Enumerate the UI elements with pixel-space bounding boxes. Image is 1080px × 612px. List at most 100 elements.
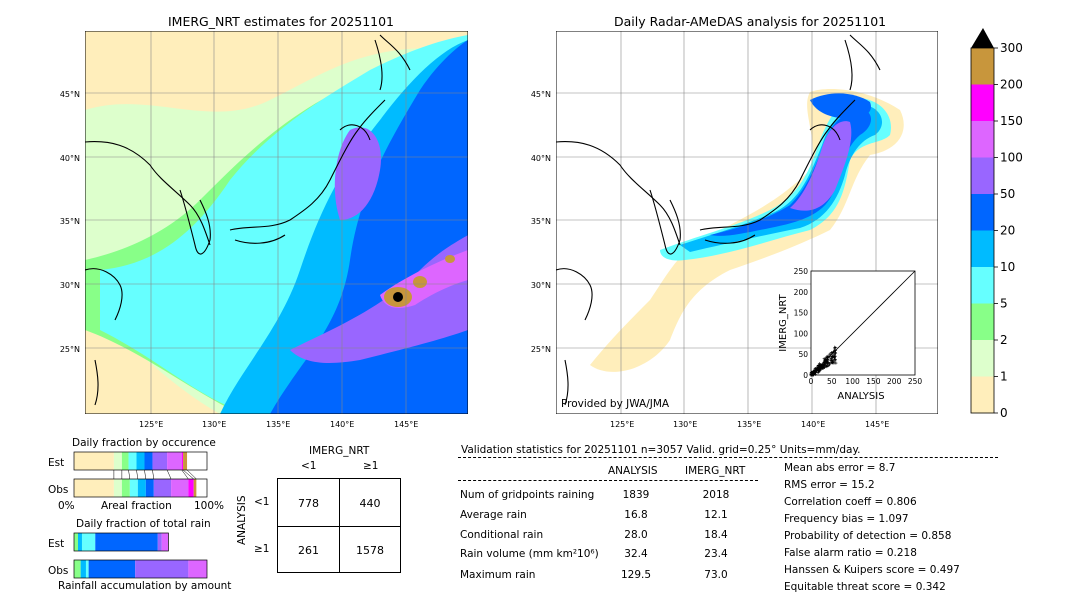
occurrence-segment — [74, 479, 114, 497]
scatter-x-tick: 100 — [845, 377, 860, 386]
right-lat-label: 40°N — [531, 154, 551, 163]
total-rain-title: Daily fraction of total rain — [76, 518, 211, 530]
score-line: Mean abs error = 8.7 — [784, 462, 896, 474]
colorbar-band — [971, 194, 994, 231]
scatter-point — [834, 351, 838, 355]
total-rain-footer: Rainfall accumulation by amount — [58, 580, 232, 592]
left-lon-label: 130°E — [202, 420, 227, 429]
colorbar-tick-label: 0 — [1000, 406, 1008, 420]
precip-core-3 — [445, 255, 455, 263]
right-lon-label: 130°E — [673, 420, 698, 429]
occurrence-segment — [152, 452, 168, 470]
colorbar-tick-label: 150 — [1000, 114, 1023, 128]
left-map: 45°N 40°N 35°N 30°N 25°N — [60, 31, 468, 414]
scatter-point — [822, 363, 826, 367]
scatter-point — [831, 359, 835, 363]
occurrence-segment — [183, 452, 188, 470]
score-line: Hanssen & Kuipers score = 0.497 — [784, 564, 960, 576]
total-rain-bar-frame — [73, 559, 208, 579]
colorbar-band — [971, 157, 994, 195]
radar-area-4 — [790, 121, 852, 211]
total-rain-segment — [88, 560, 136, 578]
validation-row-label: Average rain — [460, 509, 527, 521]
scatter-x-tick: 250 — [908, 377, 923, 386]
precip-area-6 — [290, 235, 468, 363]
total-rain-segment — [135, 560, 189, 578]
occurrence-connector — [181, 469, 189, 480]
scatter-point — [825, 364, 829, 368]
occurrence-segment — [193, 479, 197, 497]
total-rain-chart: Est Obs — [48, 532, 208, 579]
right-lat-label: 25°N — [531, 345, 551, 354]
left-lat-label: 30°N — [60, 281, 80, 290]
scatter-x-tick: 0 — [809, 377, 814, 386]
total-rain-segment — [85, 560, 89, 578]
scatter-point — [829, 356, 833, 360]
occurrence-chart: Est Obs — [48, 451, 208, 498]
occurrence-segment — [144, 452, 153, 470]
colorbar-tick-label: 2 — [1000, 333, 1008, 347]
scatter-y-tick: 200 — [794, 288, 809, 297]
provider-credit: Provided by JWA/JMA — [561, 398, 670, 410]
occurrence-bar-frame — [73, 478, 208, 498]
left-lon-label: 145°E — [394, 420, 419, 429]
validation-header: Validation statistics for 20251101 n=305… — [461, 444, 861, 456]
left-map-title: IMERG_NRT estimates for 20251101 — [168, 14, 395, 29]
colorbar-band — [971, 267, 994, 304]
scatter-points — [809, 345, 838, 377]
colorbar-tick-label: 1 — [1000, 370, 1008, 384]
coastlines — [556, 34, 881, 406]
left-lon-label: 125°E — [139, 420, 164, 429]
precip-core-2 — [413, 276, 427, 288]
occurrence-segment — [181, 452, 184, 470]
scatter-point — [829, 361, 833, 365]
total-rain-segment — [95, 533, 158, 551]
right-lon-label: 140°E — [801, 420, 826, 429]
validation-analysis-value: 32.4 — [624, 548, 648, 560]
scatter-point — [814, 371, 818, 375]
scatter-x-tick: 200 — [887, 377, 902, 386]
occurrence-segment — [145, 479, 154, 497]
occurrence-segment — [171, 479, 189, 497]
scatter-point — [833, 348, 837, 352]
validation-row-label: Conditional rain — [460, 529, 544, 541]
occurrence-connector — [152, 469, 155, 480]
occurrence-segment — [128, 452, 137, 470]
occurrence-segment — [121, 479, 130, 497]
total-rain-segment — [157, 533, 162, 551]
validation-imerg-value: 23.4 — [704, 548, 728, 560]
total-rain-row-label: Obs — [48, 565, 68, 577]
contingency-cell: 261 — [298, 544, 319, 557]
left-lat-label: 45°N — [60, 90, 80, 99]
score-line: Equitable threat score = 0.342 — [784, 581, 946, 593]
contingency-col-label: <1 — [301, 460, 317, 472]
occurrence-axis-left: 0% — [58, 500, 75, 512]
colorbar-tick-label: 20 — [1000, 224, 1015, 238]
validation-row-label: Num of gridpoints raining — [460, 489, 595, 501]
left-lat-label: 25°N — [60, 345, 80, 354]
occurrence-segment — [74, 452, 114, 470]
left-lon-label: 135°E — [266, 420, 291, 429]
scatter-point — [809, 373, 813, 377]
scatter-point — [832, 355, 836, 359]
colorbar-band — [971, 376, 994, 414]
occurrence-segment — [121, 452, 129, 470]
validation-analysis-value: 16.8 — [624, 509, 648, 521]
colorbar-band — [971, 84, 994, 122]
scatter-point — [817, 366, 821, 370]
scatter-point — [822, 358, 826, 362]
occurrence-title: Daily fraction by occurence — [72, 437, 216, 449]
occurrence-connector — [136, 469, 139, 480]
colorbar-tick-label: 100 — [1000, 151, 1023, 165]
right-lon-label: 135°E — [737, 420, 762, 429]
occurrence-segment — [167, 452, 182, 470]
right-lat-label: 30°N — [531, 281, 551, 290]
left-lon-label: 140°E — [330, 420, 355, 429]
right-map-title: Daily Radar-AMeDAS analysis for 20251101 — [614, 14, 887, 29]
scatter-point — [832, 352, 836, 356]
score-line: RMS error = 15.2 — [784, 479, 875, 491]
occurrence-segment — [136, 452, 145, 470]
scatter-point — [825, 356, 829, 360]
validation-col-analysis: ANALYSIS — [608, 465, 658, 477]
